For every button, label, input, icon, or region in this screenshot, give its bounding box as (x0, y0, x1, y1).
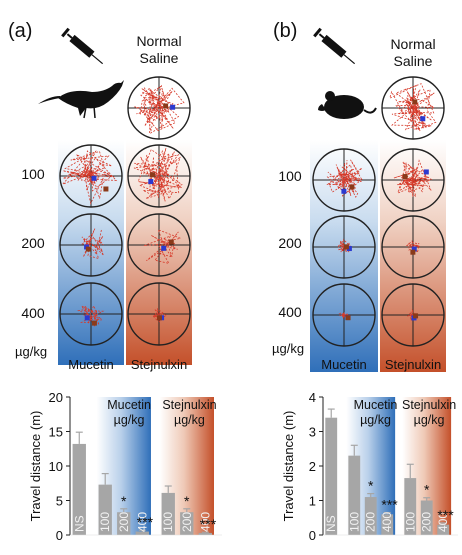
gradient-label: Stejnulxin (402, 398, 456, 412)
significance-mark: * (424, 482, 430, 498)
y-axis-label: Travel distance (m) (28, 411, 43, 522)
bar (180, 512, 194, 535)
bar (404, 478, 417, 535)
group-label-mucetin: Mucetin (321, 357, 367, 372)
dose-label: 400 (21, 305, 45, 321)
arena-circle (127, 144, 191, 208)
category-label: 100 (98, 512, 112, 532)
mouse-icon (318, 91, 377, 119)
significance-mark: * (184, 493, 190, 509)
gradient-label: µg/kg (414, 413, 445, 427)
category-label: 400 (135, 512, 149, 532)
arena-circle (127, 282, 191, 346)
arena-circle (381, 215, 445, 279)
syringe-icon (61, 27, 104, 65)
dose-label: 200 (278, 235, 302, 251)
dose-label: 400 (278, 304, 302, 320)
bar (348, 455, 361, 535)
arena-circle (127, 76, 191, 140)
y-tick-label: 5 (56, 494, 63, 509)
top-label-line1: Normal (136, 33, 181, 49)
gradient-label: µg/kg (174, 413, 205, 427)
top-label-line1: Normal (390, 36, 435, 52)
dose-label: 100 (21, 166, 45, 182)
bar (98, 484, 112, 535)
bar (135, 531, 149, 535)
arena-circle (59, 213, 123, 277)
arena-circle (59, 282, 123, 346)
syringe-icon (313, 27, 356, 65)
category-label: 200 (180, 512, 194, 532)
category-label: 200 (420, 512, 434, 532)
bar (161, 492, 175, 535)
bar (364, 497, 377, 535)
y-tick-label: 0 (56, 528, 63, 543)
significance-mark: * (121, 493, 127, 509)
category-label: 100 (347, 512, 361, 532)
gradient-label: µg/kg (114, 413, 145, 427)
panel-a-label: (a) (8, 20, 32, 42)
y-tick-label: 1 (309, 494, 316, 509)
category-label: NS (324, 515, 338, 532)
bird-icon (38, 80, 124, 119)
category-label: 400 (198, 512, 212, 532)
significance-mark: *** (381, 497, 398, 513)
group-label-stejnulxin: Stejnulxin (385, 357, 441, 372)
category-label: 200 (117, 512, 131, 532)
y-tick-label: 0 (309, 528, 316, 543)
significance-mark: *** (437, 507, 454, 523)
significance-mark: *** (137, 514, 154, 530)
significance-mark: * (368, 478, 374, 494)
gradient-label: Mucetin (354, 398, 398, 412)
bar (198, 532, 212, 535)
unit-label: µg/kg (15, 344, 47, 359)
y-tick-label: 2 (309, 459, 316, 474)
arena-group (312, 76, 445, 347)
category-label: 400 (436, 512, 450, 532)
bar (117, 512, 131, 535)
bar (437, 524, 450, 535)
unit-label: µg/kg (272, 341, 304, 356)
category-label: 100 (161, 512, 175, 532)
group-label-mucetin: Mucetin (68, 357, 114, 372)
arena-circle (59, 144, 123, 208)
y-axis-label: Travel distance (m) (281, 411, 296, 522)
y-tick-label: 10 (49, 459, 63, 474)
gradient-label: µg/kg (360, 413, 391, 427)
panel-b-label: (b) (273, 20, 297, 42)
y-tick-label: 20 (49, 390, 63, 405)
category-label: 400 (380, 512, 394, 532)
top-label-line2: Saline (394, 53, 433, 69)
y-tick-label: 4 (309, 390, 316, 405)
group-label-stejnulxin: Stejnulxin (131, 357, 187, 372)
category-label: 200 (364, 512, 378, 532)
arena-circle (312, 215, 376, 279)
significance-mark: *** (200, 516, 217, 532)
dose-label: 100 (278, 168, 302, 184)
arena-group (59, 76, 191, 346)
bar (72, 443, 86, 535)
gradient-label: Mucetin (107, 398, 151, 412)
dose-label: 200 (21, 235, 45, 251)
category-label: 100 (403, 512, 417, 532)
arena-circle (381, 283, 445, 347)
panel-a: (a) Normal Saline 100 200 400 µg/kg Muce… (8, 20, 222, 543)
arena-circle (312, 283, 376, 347)
arena-circle (381, 76, 445, 140)
arena-circle (381, 148, 445, 212)
y-tick-label: 3 (309, 425, 316, 440)
bar (381, 514, 394, 535)
bar (325, 417, 338, 535)
gradient-label: Stejnulxin (162, 398, 216, 412)
category-label: NS (72, 515, 86, 532)
panel-b: (b) Normal Saline 100 200 400 µg/kg Muce… (272, 20, 458, 543)
arena-circle (312, 148, 376, 212)
y-tick-label: 15 (49, 425, 63, 440)
top-label-line2: Saline (140, 50, 179, 66)
bar (420, 500, 433, 535)
arena-circle (127, 213, 191, 277)
